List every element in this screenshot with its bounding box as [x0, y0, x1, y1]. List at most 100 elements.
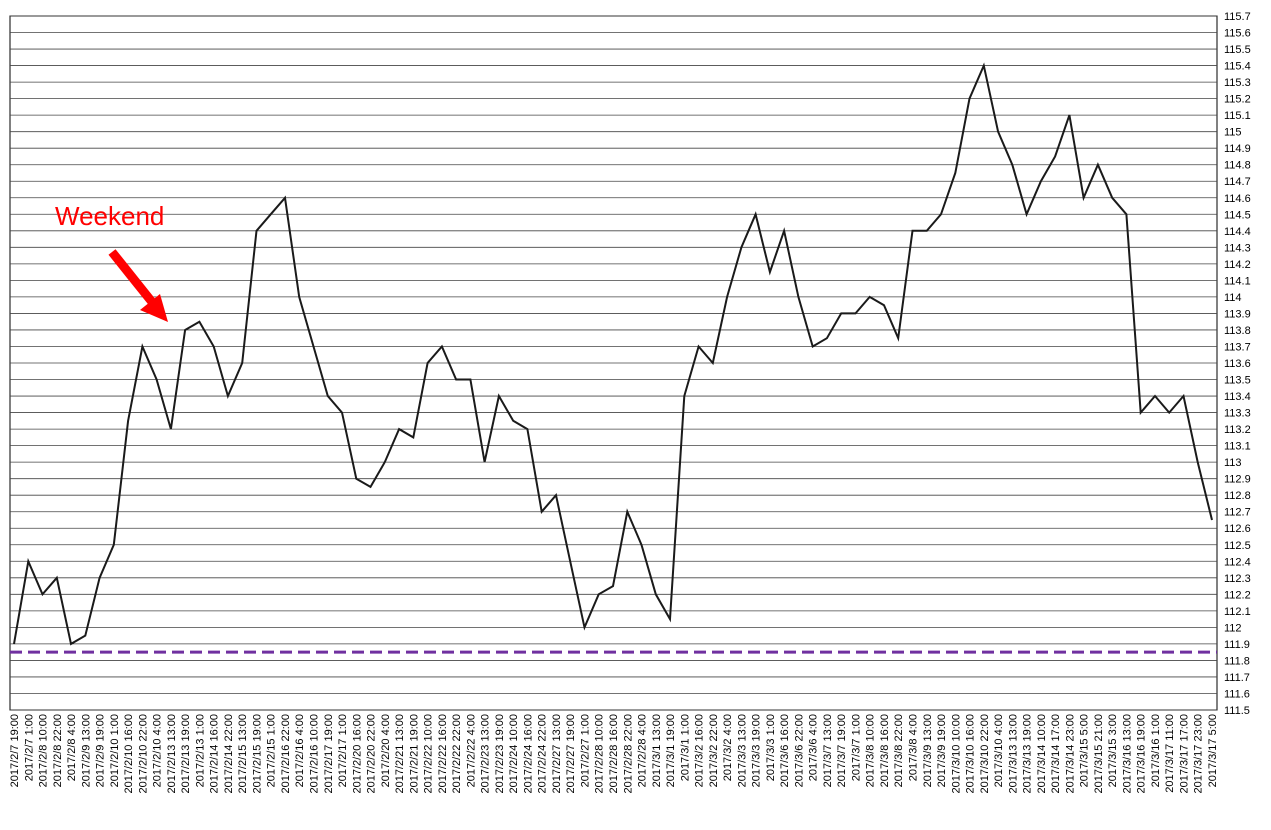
y-tick-label: 111.6: [1224, 688, 1250, 700]
x-tick-label: 2017/2/10 1:00: [109, 714, 121, 787]
x-tick-label: 2017/3/2 22:00: [708, 714, 720, 787]
y-tick-label: 114.9: [1224, 143, 1251, 155]
x-tick-label: 2017/2/16 10:00: [309, 714, 321, 794]
x-tick-label: 2017/3/17 23:00: [1193, 714, 1205, 794]
y-tick-label: 115.1: [1224, 110, 1251, 122]
x-tick-label: 2017/3/16 13:00: [1121, 714, 1133, 794]
x-tick-label: 2017/2/22 4:00: [465, 714, 477, 787]
y-tick-label: 113.2: [1224, 424, 1251, 436]
x-tick-label: 2017/3/8 10:00: [865, 714, 877, 787]
x-tick-label: 2017/2/8 10:00: [38, 714, 50, 787]
y-tick-label: 114.2: [1224, 259, 1251, 271]
y-tick-label: 112.4: [1224, 556, 1251, 568]
x-tick-label: 2017/3/13 19:00: [1022, 714, 1034, 794]
x-tick-label: 2017/2/28 16:00: [608, 714, 620, 794]
x-tick-label: 2017/2/17 1:00: [337, 714, 349, 787]
y-tick-label: 113.1: [1224, 441, 1251, 453]
x-tick-label: 2017/3/3 13:00: [736, 714, 748, 787]
x-tick-label: 2017/2/27 19:00: [565, 714, 577, 794]
y-tick-label: 114.3: [1224, 242, 1251, 254]
x-tick-label: 2017/2/7 19:00: [9, 714, 21, 787]
y-tick-label: 115.2: [1224, 94, 1251, 106]
x-tick-label: 2017/3/1 13:00: [651, 714, 663, 787]
y-tick-label: 114.8: [1224, 160, 1251, 172]
x-tick-label: 2017/3/15 5:00: [1079, 714, 1091, 787]
x-tick-label: 2017/3/2 4:00: [722, 714, 734, 781]
x-tick-label: 2017/3/3 19:00: [751, 714, 763, 787]
x-tick-label: 2017/2/17 19:00: [323, 714, 335, 794]
x-tick-label: 2017/2/20 22:00: [366, 714, 378, 794]
x-tick-label: 2017/2/8 4:00: [66, 714, 78, 781]
y-tick-label: 111.5: [1224, 705, 1250, 717]
y-tick-label: 113.7: [1224, 341, 1251, 353]
x-tick-label: 2017/3/7 19:00: [836, 714, 848, 787]
arrow-head: [140, 294, 168, 322]
x-tick-label: 2017/2/24 22:00: [537, 714, 549, 794]
y-tick-label: 113.5: [1224, 375, 1251, 387]
x-tick-label: 2017/3/10 4:00: [993, 714, 1005, 787]
x-tick-label: 2017/3/15 3:00: [1107, 714, 1119, 787]
y-tick-label: 113.6: [1224, 358, 1251, 370]
y-tick-label: 114.1: [1224, 275, 1251, 287]
x-tick-label: 2017/2/27 13:00: [551, 714, 563, 794]
x-tick-label: 2017/2/10 16:00: [123, 714, 135, 794]
x-tick-label: 2017/2/16 4:00: [294, 714, 306, 787]
x-tick-label: 2017/2/16 22:00: [280, 714, 292, 794]
x-tick-label: 2017/3/9 13:00: [922, 714, 934, 787]
x-tick-label: 2017/3/17 17:00: [1178, 714, 1190, 794]
y-tick-label: 114: [1224, 292, 1242, 304]
x-tick-label: 2017/2/9 19:00: [95, 714, 107, 787]
x-tick-label: 2017/3/14 17:00: [1050, 714, 1062, 794]
x-tick-label: 2017/2/14 22:00: [223, 714, 235, 794]
annotation: Weekend: [55, 201, 164, 231]
x-tick-label: 2017/2/10 4:00: [152, 714, 164, 787]
y-tick-label: 112.3: [1224, 573, 1251, 585]
x-tick-label: 2017/2/7 1:00: [23, 714, 35, 781]
x-tick-label: 2017/3/15 21:00: [1093, 714, 1105, 794]
x-tick-label: 2017/2/28 22:00: [622, 714, 634, 794]
y-tick-label: 114.7: [1224, 176, 1251, 188]
y-tick-label: 114.5: [1224, 209, 1251, 221]
y-tick-label: 115.6: [1224, 28, 1251, 40]
y-tick-label: 112.1: [1224, 606, 1251, 618]
y-tick-label: 112.6: [1224, 523, 1251, 535]
x-tick-label: 2017/3/6 22:00: [793, 714, 805, 787]
x-tick-label: 2017/2/28 4:00: [637, 714, 649, 787]
y-tick-label: 114.6: [1224, 193, 1251, 205]
y-tick-label: 115: [1224, 127, 1242, 139]
y-tick-label: 111.8: [1224, 655, 1250, 667]
x-tick-label: 2017/3/8 22:00: [893, 714, 905, 787]
x-tick-label: 2017/3/16 1:00: [1150, 714, 1162, 787]
y-tick-label: 113.4: [1224, 391, 1251, 403]
x-tick-label: 2017/2/21 13:00: [394, 714, 406, 794]
x-tick-label: 2017/2/15 19:00: [251, 714, 263, 794]
y-tick-label: 112.5: [1224, 540, 1251, 552]
y-tick-label: 115.5: [1224, 44, 1251, 56]
y-tick-label: 113.9: [1224, 308, 1251, 320]
x-tick-label: 2017/2/23 19:00: [494, 714, 506, 794]
x-tick-label: 2017/3/17 11:00: [1164, 714, 1176, 793]
y-tick-label: 113.3: [1224, 408, 1251, 420]
x-tick-label: 2017/2/13 13:00: [166, 714, 178, 794]
x-tick-label: 2017/2/13 1:00: [194, 714, 206, 787]
x-tick-label: 2017/3/1 19:00: [665, 714, 677, 787]
x-tick-label: 2017/3/10 22:00: [979, 714, 991, 794]
y-tick-label: 112: [1224, 622, 1242, 634]
x-tick-label: 2017/2/22 22:00: [451, 714, 463, 794]
y-tick-label: 113: [1224, 457, 1242, 469]
x-tick-label: 2017/2/9 13:00: [80, 714, 92, 787]
x-tick-label: 2017/2/13 19:00: [180, 714, 192, 794]
x-tick-label: 2017/3/7 13:00: [822, 714, 834, 787]
x-tick-label: 2017/3/3 1:00: [765, 714, 777, 781]
y-tick-label: 115.7: [1224, 11, 1251, 23]
x-tick-label: 2017/2/24 10:00: [508, 714, 520, 794]
x-tick-label: 2017/2/10 22:00: [137, 714, 149, 794]
x-tick-label: 2017/3/7 1:00: [850, 714, 862, 781]
annotation-arrow: [108, 249, 168, 322]
y-tick-label: 111.9: [1224, 639, 1250, 651]
x-tick-label: 2017/2/22 10:00: [423, 714, 435, 794]
x-tick-label: 2017/3/9 19:00: [936, 714, 948, 787]
y-tick-label: 112.8: [1224, 490, 1251, 502]
x-tick-label: 2017/2/22 16:00: [437, 714, 449, 794]
